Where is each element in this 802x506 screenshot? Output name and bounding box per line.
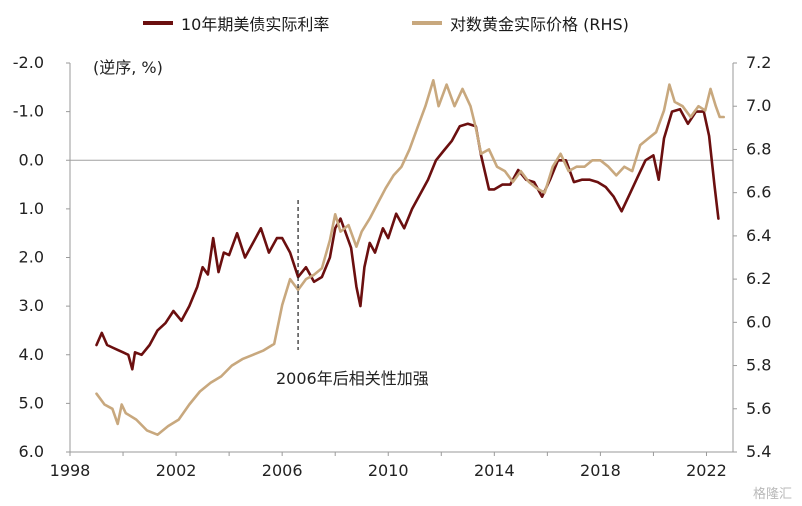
left-tick-label: 6.0 xyxy=(19,442,44,461)
right-tick-label: 5.4 xyxy=(746,442,771,461)
x-tick-label: 2022 xyxy=(686,461,727,480)
right-tick-label: 6.6 xyxy=(746,183,771,202)
left-tick-label: 0.0 xyxy=(19,150,44,169)
right-tick-label: 5.8 xyxy=(746,356,771,375)
left-tick-label: 2.0 xyxy=(19,248,44,267)
left-tick-label: -1.0 xyxy=(13,102,44,121)
watermark-text: 格隆汇 xyxy=(752,487,792,502)
legend-swatch-real-rate xyxy=(143,21,173,25)
right-tick-label: 6.0 xyxy=(746,312,771,331)
legend-label-real-rate: 10年期美债实际利率 xyxy=(181,15,330,34)
annotation-label: 2006年后相关性加强 xyxy=(276,369,429,388)
right-tick-label: 7.0 xyxy=(746,96,771,115)
x-tick-label: 2014 xyxy=(474,461,515,480)
right-tick-label: 5.6 xyxy=(746,399,771,418)
right-tick-label: 6.8 xyxy=(746,139,771,158)
right-tick-label: 6.4 xyxy=(746,226,771,245)
right-tick-label: 7.2 xyxy=(746,53,771,72)
left-tick-label: -2.0 xyxy=(13,53,44,72)
left-axis-label: (逆序, %) xyxy=(93,58,163,77)
left-tick-label: 1.0 xyxy=(19,199,44,218)
series-line-real-rate xyxy=(95,107,720,371)
left-tick-label: 4.0 xyxy=(19,345,44,364)
right-tick-label: 6.2 xyxy=(746,269,771,288)
x-tick-label: 2006 xyxy=(262,461,303,480)
legend-swatch-gold-price xyxy=(412,21,442,25)
x-tick-label: 2010 xyxy=(368,461,409,480)
x-tick-label: 2002 xyxy=(156,461,197,480)
left-tick-label: 5.0 xyxy=(19,393,44,412)
left-tick-label: 3.0 xyxy=(19,296,44,315)
x-tick-label: 2018 xyxy=(580,461,621,480)
legend-label-gold-price: 对数黄金实际价格 (RHS) xyxy=(450,15,629,34)
x-tick-label: 1998 xyxy=(50,461,91,480)
series-line-gold-price xyxy=(95,79,725,436)
